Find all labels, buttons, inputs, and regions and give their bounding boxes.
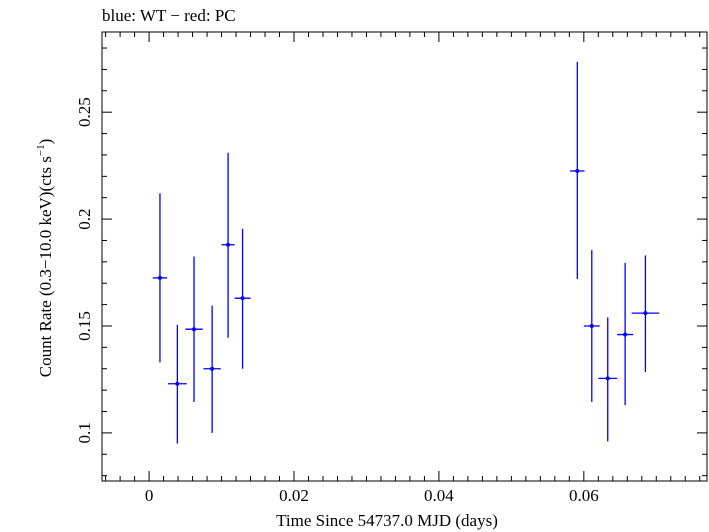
data-point xyxy=(570,61,585,279)
point-marker xyxy=(623,332,628,337)
point-marker xyxy=(157,275,162,280)
y-tick-label: 0.1 xyxy=(75,422,94,443)
point-marker xyxy=(643,311,648,316)
data-points xyxy=(152,61,660,444)
point-marker xyxy=(575,168,580,173)
y-axis-label: Count Rate (0.3−10.0 keV)(cts s−1) xyxy=(35,139,55,378)
data-point xyxy=(152,193,168,363)
y-axis-label-main: Count Rate (0.3−10.0 keV)(cts s xyxy=(36,156,55,377)
x-axis-label: Time Since 54737.0 MJD (days) xyxy=(276,511,498,530)
x-tick-label: 0.02 xyxy=(279,486,309,505)
data-point xyxy=(203,305,221,433)
data-point xyxy=(631,255,660,372)
y-tick-label: 0.2 xyxy=(75,208,94,229)
data-point xyxy=(617,262,634,406)
y-axis-ticks: 0.1 0.15 0.2 0.25 xyxy=(75,47,707,477)
data-point xyxy=(598,317,618,442)
point-marker xyxy=(605,376,610,381)
point-marker xyxy=(210,366,215,371)
y-tick-label: 0.15 xyxy=(75,311,94,341)
data-point xyxy=(583,250,600,402)
point-marker xyxy=(192,327,197,332)
y-axis-label-sup: −1 xyxy=(35,144,47,156)
y-axis-label-close: ) xyxy=(36,139,55,145)
chart-title: blue: WT − red: PC xyxy=(102,6,236,25)
data-point xyxy=(185,256,203,402)
point-marker xyxy=(226,242,231,247)
data-point xyxy=(234,228,251,369)
plot-frame xyxy=(101,31,708,482)
y-tick-label: 0.25 xyxy=(75,97,94,127)
data-point xyxy=(167,324,187,444)
point-marker xyxy=(175,381,180,386)
x-tick-label: 0 xyxy=(145,486,154,505)
x-tick-label: 0.04 xyxy=(424,486,454,505)
x-axis-ticks: 0 0.02 0.04 0.06 xyxy=(105,32,701,505)
point-marker xyxy=(240,296,245,301)
data-point xyxy=(221,152,235,338)
point-marker xyxy=(589,323,594,328)
x-tick-label: 0.06 xyxy=(569,486,599,505)
